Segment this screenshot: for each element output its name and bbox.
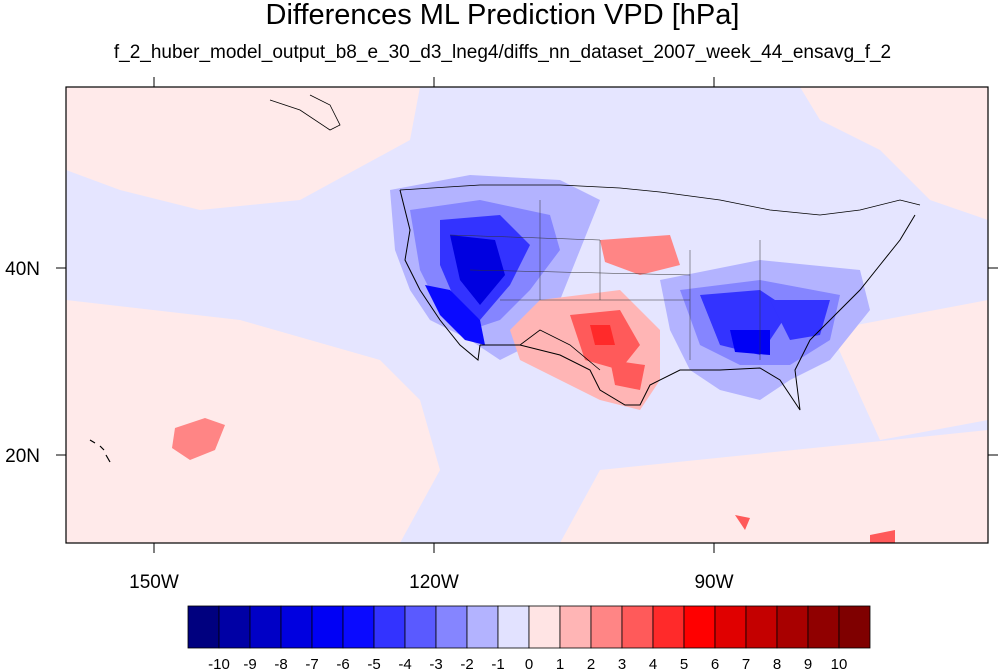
positive-region-caribbean <box>560 430 988 543</box>
colorbar-label: -3 <box>429 656 442 672</box>
colorbar-label: -2 <box>460 656 473 672</box>
colorbar-label: -8 <box>274 656 287 672</box>
positive-region-north-atlantic <box>800 87 988 220</box>
colorbar-swatch <box>435 605 468 649</box>
west-coastline <box>399 189 481 361</box>
colorbar-label: 5 <box>680 656 688 672</box>
negative-region-alabama <box>730 330 770 355</box>
colorbar-label: 6 <box>711 656 719 672</box>
colorbar-label: 3 <box>618 656 626 672</box>
colorbar-label: 10 <box>831 656 848 672</box>
colorbar-label: -10 <box>208 656 230 672</box>
colorbar-label: 1 <box>556 656 564 672</box>
colorbar-swatch <box>373 605 406 649</box>
colorbar-swatch <box>311 605 344 649</box>
south-east-coastline <box>480 214 916 411</box>
colorbar-swatch <box>404 605 437 649</box>
positive-region-south-texas <box>610 360 645 390</box>
positive-region-west-texas-peak <box>590 325 615 345</box>
colorbar-swatch <box>621 605 654 649</box>
us-canada-border <box>399 184 921 216</box>
colorbar-swatch <box>342 605 375 649</box>
colorbar-swatch <box>776 605 809 649</box>
positive-region-plains <box>600 235 680 275</box>
colorbar: -10 -9 -8 -7 -6 -5 -4 -3 -2 -1 0 1 2 3 4 5 6 7 8 9 10 <box>187 605 871 672</box>
lon-label-150w: 150W <box>129 572 179 593</box>
positive-region-hawaii <box>172 418 225 460</box>
alaska-coast <box>269 94 341 131</box>
colorbar-label: -7 <box>305 656 318 672</box>
colorbar-swatch <box>652 605 685 649</box>
colorbar-label: -1 <box>491 656 504 672</box>
colorbar-swatch <box>838 605 871 649</box>
colorbar-label: -4 <box>398 656 411 672</box>
hawaii-islands <box>89 439 111 463</box>
colorbar-label: 4 <box>649 656 657 672</box>
lon-label-90w: 90W <box>694 572 733 593</box>
positive-region-subtropical-pacific <box>66 300 440 543</box>
negative-region-southwest <box>425 285 485 345</box>
colorbar-swatch <box>218 605 251 649</box>
colorbar-swatch <box>745 605 778 649</box>
positive-region-caribbean-corner <box>870 530 895 543</box>
axis-ticks <box>56 77 998 553</box>
us-mexico-border <box>519 329 601 371</box>
colorbar-label: 2 <box>587 656 595 672</box>
colorbar-label: 7 <box>742 656 750 672</box>
colorbar-swatch <box>280 605 313 649</box>
colorbar-swatch <box>807 605 840 649</box>
negative-region-carolinas <box>770 300 830 340</box>
colorbar-label: -9 <box>243 656 256 672</box>
colorbar-label: -6 <box>336 656 349 672</box>
colorbar-swatch <box>590 605 623 649</box>
colorbar-label: -5 <box>367 656 380 672</box>
colorbar-label: 8 <box>773 656 781 672</box>
colorbar-swatch <box>559 605 592 649</box>
colorbar-swatch <box>714 605 747 649</box>
map-title: Differences ML Prediction VPD [hPa] <box>265 0 740 31</box>
colorbar-label: 9 <box>804 656 812 672</box>
lat-label-40n: 40N <box>5 259 40 280</box>
map-frame <box>65 86 989 544</box>
positive-region-caribbean-spot <box>735 515 750 530</box>
colorbar-swatch <box>249 605 282 649</box>
colorbar-swatch <box>528 605 561 649</box>
colorbar-swatch <box>466 605 499 649</box>
colorbar-swatch <box>497 605 530 649</box>
colorbar-label: 0 <box>525 656 533 672</box>
map-subtitle: f_2_huber_model_output_b8_e_30_d3_lneg4/… <box>113 42 892 63</box>
positive-region-atlantic <box>830 300 988 440</box>
lon-label-120w: 120W <box>409 572 459 593</box>
lat-label-20n: 20N <box>5 446 40 467</box>
colorbar-swatch <box>683 605 716 649</box>
colorbar-swatch <box>187 605 220 649</box>
positive-region-north-pacific <box>66 87 420 210</box>
map-field <box>66 87 988 543</box>
state-borders <box>449 200 761 360</box>
